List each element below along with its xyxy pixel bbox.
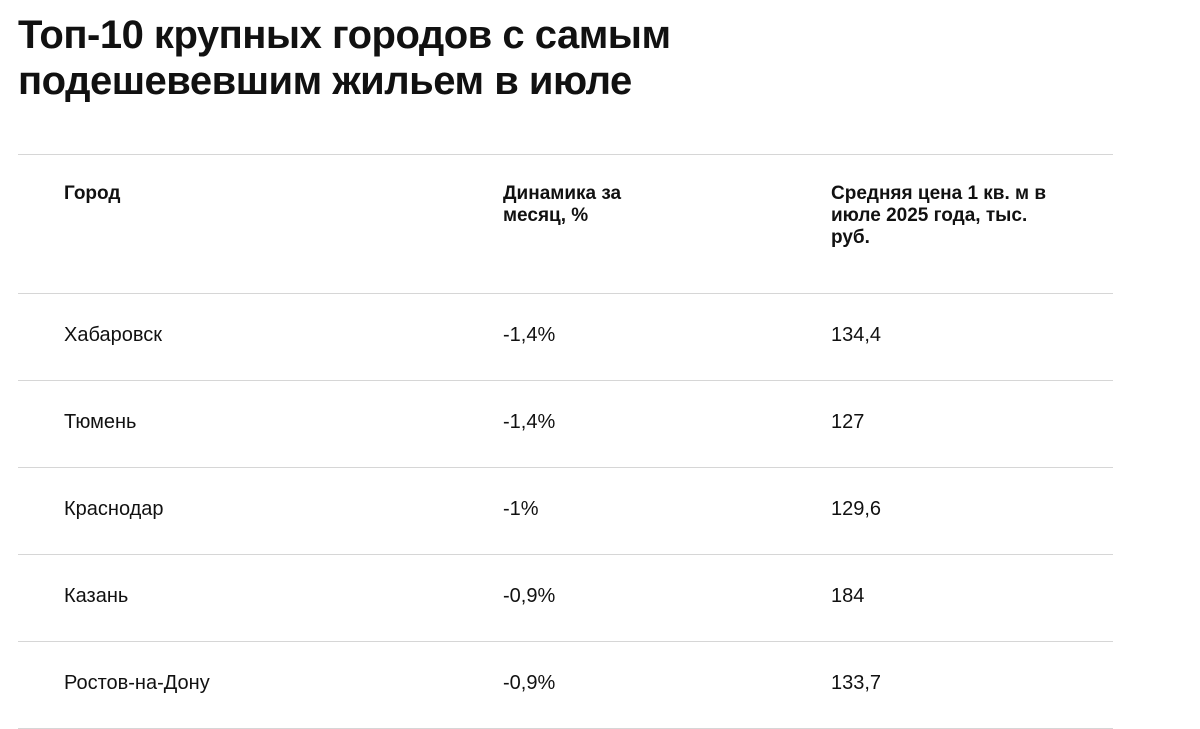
- table-cell: Ростов-на-Дону: [64, 672, 210, 694]
- rule: [18, 641, 1113, 642]
- table-cell: -1,4%: [503, 411, 556, 433]
- rule: [18, 380, 1113, 381]
- table-cell: -1,4%: [503, 324, 556, 346]
- table-cell: -0,9%: [503, 585, 556, 607]
- column-header: Город: [64, 183, 121, 204]
- table-cell: 134,4: [831, 324, 882, 346]
- rule: [18, 554, 1113, 555]
- column-header: Средняя цена 1 кв. м в июле 2025 года, т…: [831, 183, 1047, 248]
- table-cell: -0,9%: [503, 672, 556, 694]
- title: Топ-10 крупных городов с самым подешевев…: [18, 13, 671, 103]
- table-cell: Краснодар: [64, 498, 164, 520]
- table-cell: -1%: [503, 498, 539, 520]
- table-cell: 127: [831, 411, 865, 433]
- table-cell: 129,6: [831, 498, 882, 520]
- rule: [18, 293, 1113, 294]
- table-cell: 184: [831, 585, 865, 607]
- table-cell: Тюмень: [64, 411, 137, 433]
- column-header: Динамика за месяц, %: [503, 183, 622, 226]
- rule: [18, 154, 1113, 155]
- table-cell: 133,7: [831, 672, 882, 694]
- rule: [18, 467, 1113, 468]
- table-cell: Хабаровск: [64, 324, 162, 346]
- table-cell: Казань: [64, 585, 129, 607]
